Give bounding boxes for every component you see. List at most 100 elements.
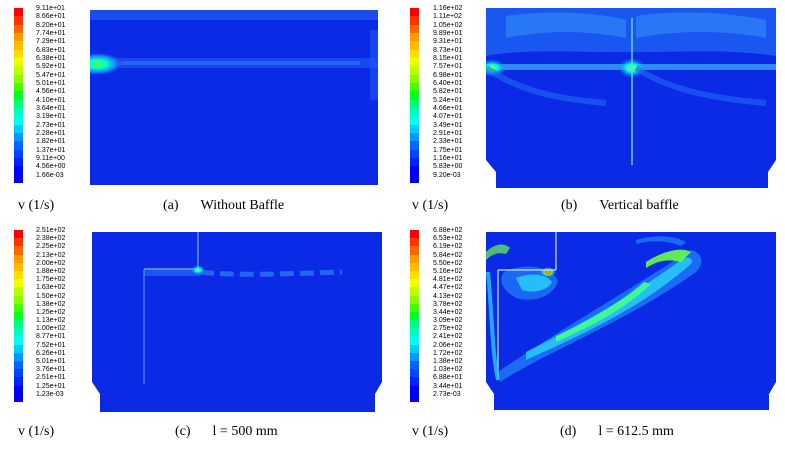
colorbar-segment <box>14 116 23 126</box>
legend-value: 4.10e+01 <box>36 96 66 104</box>
unit-label-a: v (1/s) <box>18 198 55 213</box>
legend-value: 8.15e+01 <box>433 54 463 62</box>
colorbar-segment <box>410 133 419 142</box>
colorbar-a <box>14 8 23 184</box>
caption-d: (d) l = 612.5 mm <box>560 424 674 440</box>
colorbar-segment <box>14 74 23 84</box>
colorbar-segment <box>410 16 419 26</box>
legend-value: 5.47e+01 <box>36 71 66 79</box>
legend-value: 1.25e+02 <box>36 308 66 316</box>
legend-value: 3.64e+01 <box>36 104 66 112</box>
colorbar-segment <box>410 174 419 184</box>
caption-tag-a: (a) <box>163 198 179 213</box>
colorbar-segment <box>14 262 23 272</box>
legend-value: 6.19e+02 <box>433 243 463 251</box>
caption-title-b: Vertical baffle <box>599 198 679 213</box>
colorbar-segment <box>410 311 419 321</box>
colorbar-segment <box>14 320 23 329</box>
colorbar-segment <box>410 238 419 247</box>
colorbar-segment <box>410 158 419 167</box>
colorbar-segment <box>410 33 419 42</box>
colorbar-segment <box>14 174 23 184</box>
legend-value: 1.75e+01 <box>433 146 463 154</box>
colorbar-segment <box>14 336 23 346</box>
legend-value: 5.01e+01 <box>36 79 66 87</box>
legend-value: 3.44e+02 <box>433 308 463 316</box>
colorbar-segment <box>410 116 419 126</box>
legend-value: 3.09e+02 <box>433 317 463 325</box>
caption-a: (a) Without Baffle <box>163 198 284 214</box>
colorbar-segment <box>410 74 419 84</box>
legend-value: 6.53e+02 <box>433 235 463 243</box>
colorbar-segment <box>14 230 23 239</box>
legend-values-b: 1.16e+02 1.11e+02 1.05e+02 9.89e+01 9.31e+01… <box>433 5 462 180</box>
legend-value: 4.47e+02 <box>433 284 463 292</box>
legend-value: 4.66e+01 <box>433 104 463 112</box>
colorbar-segment <box>14 279 23 288</box>
colorbar-segment <box>14 270 23 280</box>
legend-value: 2.06e+02 <box>433 341 463 349</box>
colorbar-segment <box>410 254 419 264</box>
legend-value: 1.25e+01 <box>36 382 66 390</box>
legend-value: 2.00e+02 <box>36 259 66 267</box>
legend-value: 2.51e+01 <box>36 374 66 382</box>
contour-field-d <box>486 232 776 410</box>
legend-value: 1.11e+02 <box>433 13 462 21</box>
colorbar-segment <box>14 16 23 26</box>
legend-value: 2.75e+02 <box>433 325 463 333</box>
colorbar-segment <box>410 49 419 59</box>
legend-value: 2.73e+01 <box>36 121 66 129</box>
legend-value: 2.51e+02 <box>36 227 66 234</box>
legend-value: 2.41e+02 <box>433 333 463 341</box>
colorbar-segment <box>410 66 419 76</box>
caption-b: (b) Vertical baffle <box>561 198 679 214</box>
colorbar-segment <box>14 246 23 256</box>
legend-value: 4.56e+01 <box>36 88 66 96</box>
colorbar-segment <box>410 149 419 159</box>
colorbar-segment <box>14 83 23 92</box>
legend-value: 2.28e+01 <box>36 129 66 137</box>
legend-value: 1.05e+02 <box>433 21 463 29</box>
colorbar-segment <box>14 91 23 101</box>
legend-value: 3.44e+01 <box>433 382 463 390</box>
legend-value: 8.73e+01 <box>433 46 463 54</box>
legend-value: 5.50e+02 <box>433 259 463 267</box>
legend-value: 5.24e+01 <box>433 96 463 104</box>
colorbar-segment <box>410 24 419 34</box>
legend-value: 5.01e+01 <box>36 358 66 365</box>
contour-field-b <box>486 8 776 188</box>
unit-label-d: v (1/s) <box>412 424 449 439</box>
colorbar-segment <box>410 328 419 337</box>
legend-value: 1.75e+02 <box>36 276 66 284</box>
colorbar-segment <box>14 385 23 395</box>
contour-field-a <box>90 10 378 185</box>
colorbar-segment <box>14 352 23 362</box>
legend-value: 6.88e+01 <box>433 374 463 382</box>
colorbar-segment <box>410 377 419 387</box>
legend-value: 5.82e+01 <box>433 88 463 96</box>
legend-value: 1.00e+02 <box>36 325 66 333</box>
legend-value: 9.11e+01 <box>36 5 65 12</box>
legend-value: 8.66e+01 <box>36 13 66 21</box>
legend-value: 9.89e+01 <box>433 29 463 37</box>
colorbar-segment <box>14 66 23 76</box>
colorbar-segment <box>14 49 23 59</box>
legend-value: 3.49e+01 <box>433 121 463 129</box>
legend-value: 2.91e+01 <box>433 129 463 137</box>
colorbar-segment <box>14 166 23 176</box>
legend-value: 4.56e+00 <box>36 163 66 171</box>
colorbar-segment <box>410 141 419 151</box>
colorbar-segment <box>410 41 419 51</box>
colorbar-segment <box>410 393 419 403</box>
caption-c: (c) l = 500 mm <box>175 424 278 440</box>
legend-value: 6.38e+01 <box>36 54 66 62</box>
legend-value: 7.29e+01 <box>36 38 66 46</box>
legend-value: 7.57e+01 <box>433 63 463 71</box>
colorbar-segment <box>410 166 419 176</box>
legend-value: 2.33e+01 <box>433 138 463 146</box>
legend-value: 1.82e+01 <box>36 138 66 146</box>
legend-value: 6.83e+01 <box>36 46 66 54</box>
colorbar-segment <box>410 369 419 378</box>
colorbar-segment <box>14 133 23 142</box>
legend-value: 3.78e+02 <box>433 300 463 308</box>
